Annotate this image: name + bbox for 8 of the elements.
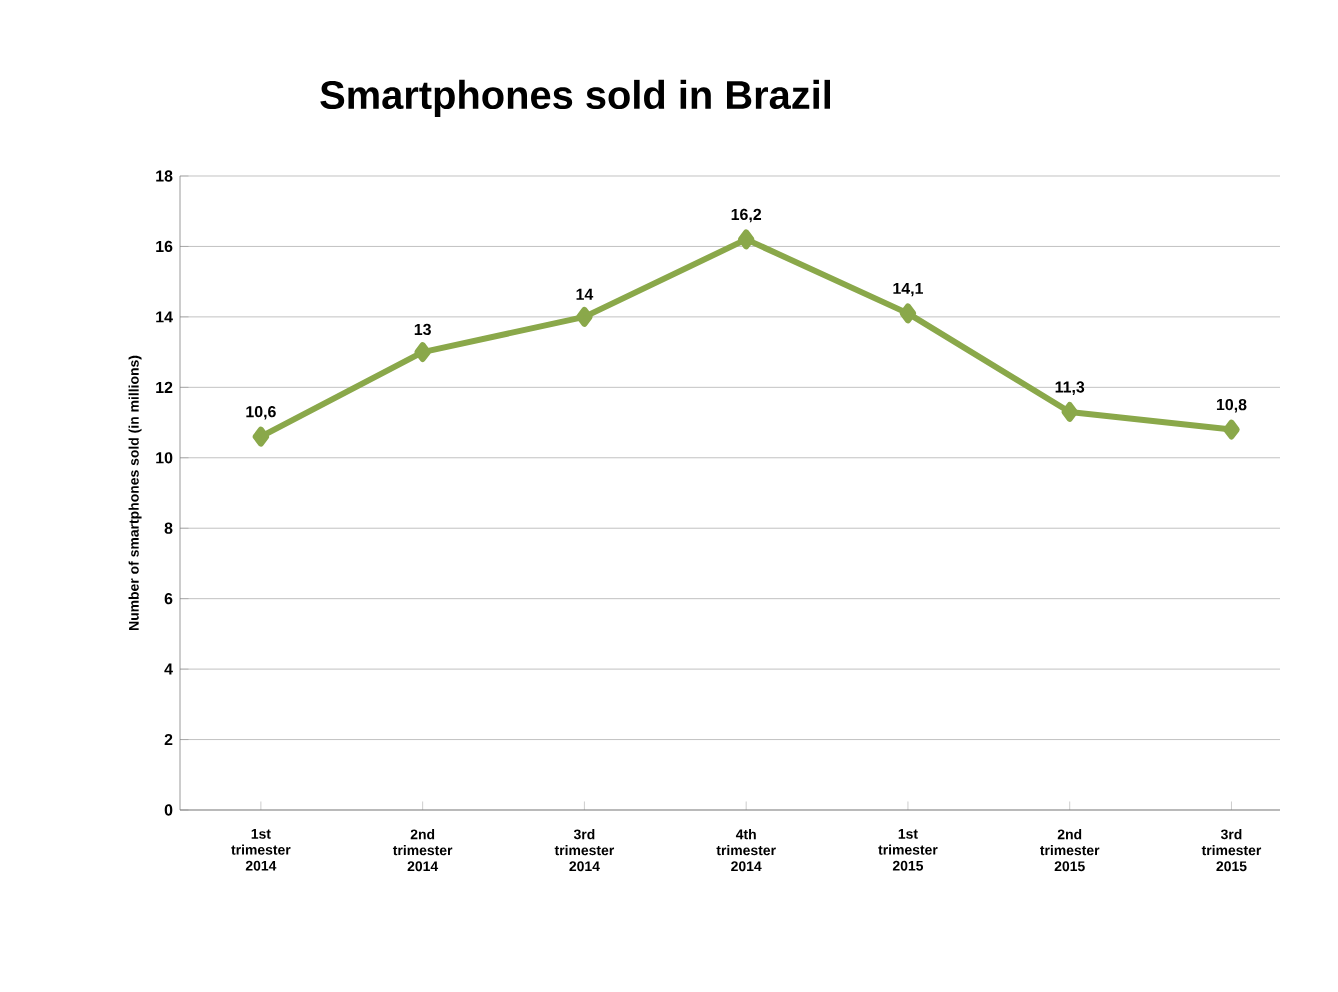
point — [414, 342, 431, 363]
point — [576, 306, 593, 327]
point — [737, 229, 755, 250]
chart-title: Smartphones sold in Brazil — [320, 79, 831, 118]
point — [1061, 402, 1078, 422]
point — [899, 303, 917, 324]
point — [1223, 419, 1240, 440]
point — [252, 426, 270, 447]
